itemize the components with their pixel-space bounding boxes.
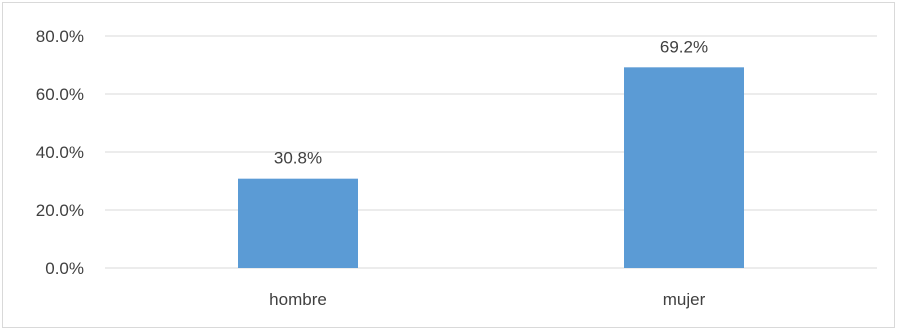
bars: [238, 67, 744, 268]
y-tick-label: 80.0%: [36, 27, 84, 46]
y-tick-label: 40.0%: [36, 143, 84, 162]
y-tick-label: 0.0%: [45, 259, 84, 278]
y-tick-label: 20.0%: [36, 201, 84, 220]
y-axis-ticks: 0.0% 20.0% 40.0% 60.0% 80.0%: [36, 27, 84, 278]
data-labels: 30.8% 69.2%: [274, 37, 708, 167]
bar-mujer: [624, 67, 744, 268]
y-tick-label: 60.0%: [36, 85, 84, 104]
data-label-hombre: 30.8%: [274, 149, 322, 168]
data-label-mujer: 69.2%: [660, 37, 708, 56]
category-label-hombre: hombre: [269, 290, 327, 309]
x-axis-categories: hombre mujer: [269, 290, 705, 309]
bar-hombre: [238, 178, 358, 268]
gridlines: [105, 35, 877, 269]
category-label-mujer: mujer: [663, 290, 706, 309]
